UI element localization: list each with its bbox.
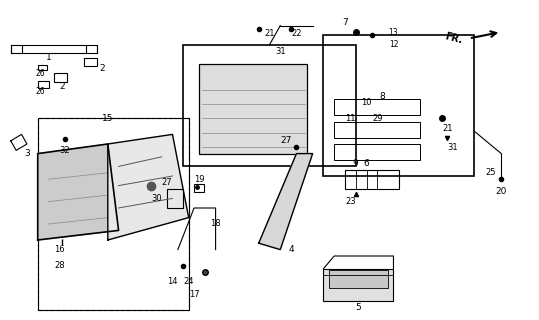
- Bar: [167, 189, 183, 208]
- Polygon shape: [38, 144, 119, 240]
- Bar: [323, 35, 474, 176]
- Text: 32: 32: [59, 146, 70, 155]
- Text: 2: 2: [59, 82, 65, 91]
- Text: 16: 16: [54, 245, 65, 254]
- Text: 14: 14: [167, 277, 178, 286]
- Text: 3: 3: [24, 149, 30, 158]
- Text: 2: 2: [100, 64, 105, 73]
- Text: 19: 19: [194, 175, 205, 184]
- Text: 6: 6: [364, 159, 369, 168]
- Bar: [334, 144, 420, 160]
- Text: 18: 18: [210, 220, 221, 228]
- Text: 21: 21: [264, 29, 275, 38]
- Text: 31: 31: [447, 143, 458, 152]
- Bar: [38, 65, 47, 70]
- Text: 7: 7: [342, 18, 348, 27]
- Text: 13: 13: [389, 28, 398, 36]
- Text: 17: 17: [189, 290, 199, 299]
- Text: 30: 30: [151, 194, 162, 203]
- Text: 26: 26: [36, 87, 45, 96]
- Text: 23: 23: [345, 197, 356, 206]
- Bar: [323, 269, 393, 301]
- Bar: [38, 81, 49, 88]
- Text: 21: 21: [442, 124, 453, 132]
- Bar: [334, 99, 420, 115]
- Text: 11: 11: [345, 114, 356, 123]
- Text: 26: 26: [36, 69, 45, 78]
- Text: 20: 20: [495, 188, 507, 196]
- Text: 28: 28: [54, 261, 65, 270]
- Text: 8: 8: [380, 92, 385, 100]
- Text: 5: 5: [356, 303, 361, 312]
- Text: 27: 27: [280, 136, 292, 145]
- Text: 24: 24: [183, 277, 194, 286]
- Text: 31: 31: [275, 47, 286, 56]
- Bar: [54, 73, 67, 82]
- Bar: [84, 58, 97, 66]
- Text: 12: 12: [389, 40, 398, 49]
- Text: 22: 22: [291, 29, 302, 38]
- Bar: [11, 45, 97, 53]
- Bar: [38, 118, 189, 310]
- Bar: [183, 45, 356, 166]
- Bar: [345, 170, 399, 189]
- Text: 9: 9: [353, 159, 358, 168]
- Bar: [329, 270, 388, 288]
- Bar: [38, 118, 189, 310]
- Bar: [334, 122, 420, 138]
- Text: 10: 10: [361, 98, 372, 107]
- Text: 15: 15: [102, 114, 114, 123]
- Bar: [199, 64, 307, 154]
- Text: 29: 29: [372, 114, 383, 123]
- Text: 25: 25: [485, 168, 496, 177]
- Text: 4: 4: [288, 245, 294, 254]
- Polygon shape: [259, 154, 313, 250]
- Polygon shape: [108, 134, 189, 240]
- Bar: [194, 184, 204, 192]
- Text: FR.: FR.: [444, 31, 464, 45]
- Text: 1: 1: [46, 53, 51, 62]
- Text: 27: 27: [162, 178, 172, 187]
